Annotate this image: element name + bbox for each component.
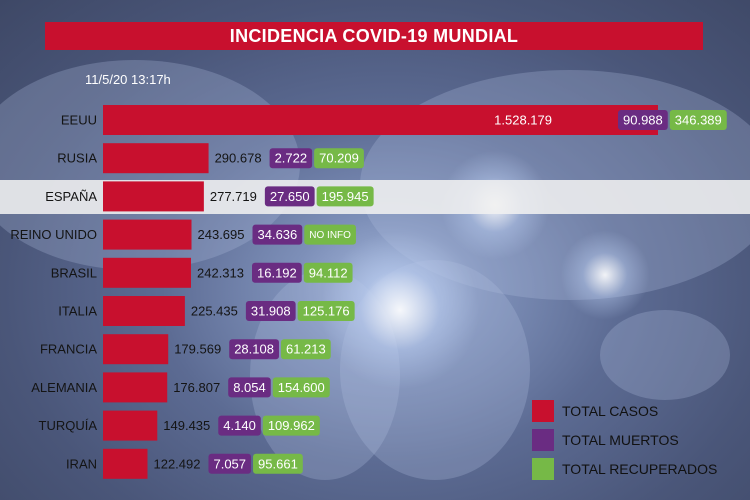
legend-item-muertos: TOTAL MUERTOS	[532, 427, 717, 453]
chart-title: INCIDENCIA COVID-19 MUNDIAL	[45, 22, 703, 50]
bar-casos-brasil	[103, 257, 192, 288]
country-label-italia: ITALIA	[58, 304, 97, 319]
label-recuperados-iran: 95.661	[258, 456, 298, 471]
label-casos-espana: 277.719	[210, 189, 257, 204]
country-label-iran: IRAN	[66, 456, 97, 471]
country-label-reino-unido: REINO UNIDO	[10, 227, 97, 242]
legend-label-muertos: TOTAL MUERTOS	[562, 432, 679, 448]
pill-muertos-iran	[208, 453, 252, 474]
legend: TOTAL CASOS TOTAL MUERTOS TOTAL RECUPERA…	[532, 398, 717, 485]
pill-muertos-espana	[264, 186, 315, 207]
pill-recuperados-brasil	[303, 262, 353, 283]
bar-casos-eeuu	[103, 105, 658, 135]
pill-recuperados-francia	[280, 339, 331, 360]
country-label-turquia: TURQUÍA	[39, 418, 98, 433]
label-muertos-brasil: 16.192	[257, 265, 297, 280]
pill-recuperados-eeuu	[669, 110, 727, 130]
country-label-rusia: RUSIA	[57, 151, 97, 166]
label-muertos-alemania: 8.054	[233, 380, 266, 395]
bar-casos-espana	[103, 181, 204, 212]
bar-casos-turquia	[103, 410, 158, 441]
pill-recuperados-reino-unido	[304, 224, 356, 245]
bar-casos-italia	[103, 296, 185, 326]
label-casos-reino-unido: 243.695	[198, 227, 245, 242]
bar-casos-reino-unido	[103, 219, 192, 250]
pill-muertos-brasil	[252, 262, 302, 283]
pill-recuperados-espana	[316, 186, 374, 207]
label-muertos-turquia: 4.140	[223, 418, 256, 433]
pill-muertos-italia	[245, 301, 296, 321]
label-recuperados-eeuu: 346.389	[675, 113, 722, 128]
pill-muertos-eeuu	[618, 110, 668, 130]
country-label-brasil: BRASIL	[51, 265, 97, 280]
label-recuperados-reino-unido: NO INFO	[309, 230, 351, 241]
pill-muertos-reino-unido	[252, 224, 303, 245]
pill-muertos-alemania	[228, 377, 271, 398]
country-label-espana: ESPAÑA	[45, 189, 97, 204]
pill-recuperados-alemania	[272, 377, 330, 398]
bar-casos-iran	[103, 448, 148, 479]
country-label-eeuu: EEUU	[61, 113, 97, 128]
label-muertos-eeuu: 90.988	[623, 113, 663, 128]
label-recuperados-turquia: 109.962	[268, 418, 315, 433]
label-casos-turquia: 149.435	[163, 418, 210, 433]
label-casos-rusia: 290.678	[215, 151, 262, 166]
pill-muertos-rusia	[269, 148, 313, 169]
legend-label-recuperados: TOTAL RECUPERADOS	[562, 461, 718, 477]
label-recuperados-alemania: 154.600	[278, 380, 325, 395]
country-label-francia: FRANCIA	[40, 342, 97, 357]
label-recuperados-brasil: 94.112	[309, 265, 348, 280]
label-recuperados-italia: 125.176	[303, 304, 350, 319]
label-muertos-rusia: 2.722	[275, 151, 308, 166]
label-muertos-francia: 28.108	[234, 342, 274, 357]
label-muertos-espana: 27.650	[270, 189, 310, 204]
label-recuperados-rusia: 70.209	[319, 151, 359, 166]
legend-label-casos: TOTAL CASOS	[562, 403, 659, 419]
pill-recuperados-iran	[253, 453, 303, 474]
label-casos-alemania: 176.807	[173, 380, 220, 395]
legend-swatch-recuperados	[532, 458, 554, 480]
label-muertos-reino-unido: 34.636	[258, 227, 298, 242]
label-casos-italia: 225.435	[191, 304, 238, 319]
pill-recuperados-italia	[297, 301, 355, 321]
label-casos-brasil: 242.313	[197, 265, 244, 280]
bar-casos-rusia	[103, 143, 209, 174]
legend-swatch-casos	[532, 400, 554, 422]
legend-item-recuperados: TOTAL RECUPERADOS	[532, 456, 717, 482]
pill-recuperados-rusia	[314, 148, 364, 169]
bar-casos-alemania	[103, 372, 168, 403]
timestamp: 11/5/20 13:17h	[85, 72, 171, 87]
pill-muertos-turquia	[218, 415, 261, 436]
pill-muertos-francia	[229, 339, 279, 360]
label-recuperados-espana: 195.945	[322, 189, 369, 204]
label-casos-iran: 122.492	[153, 456, 200, 471]
label-casos-eeuu: 1.528.179	[494, 113, 552, 128]
label-muertos-iran: 7.057	[213, 456, 246, 471]
map-australia	[600, 310, 730, 400]
label-casos-francia: 179.569	[174, 342, 221, 357]
label-recuperados-francia: 61.213	[286, 342, 326, 357]
pill-recuperados-turquia	[262, 415, 320, 436]
country-label-alemania: ALEMANIA	[31, 380, 97, 395]
legend-swatch-muertos	[532, 429, 554, 451]
label-muertos-italia: 31.908	[251, 304, 291, 319]
light-glow	[560, 230, 650, 320]
legend-item-casos: TOTAL CASOS	[532, 398, 717, 424]
bar-casos-francia	[103, 334, 169, 365]
